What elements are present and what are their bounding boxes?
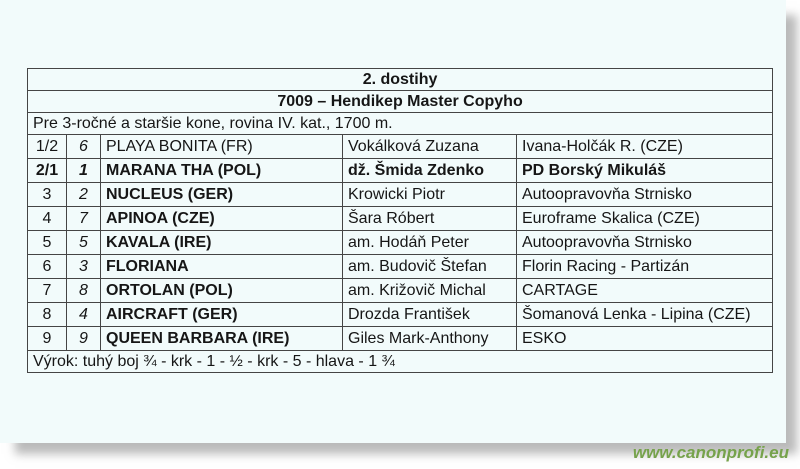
- owner-name: PD Borský Mikuláš: [515, 158, 774, 183]
- finish-position: 4: [27, 206, 67, 231]
- race-conditions: Pre 3-ročné a staršie kone, rovina IV. k…: [26, 112, 774, 135]
- horse-name: KAVALA (IRE): [100, 230, 343, 255]
- horse-name: ORTOLAN (POL): [100, 278, 343, 303]
- result-row: 3 2 NUCLEUS (GER) Krowicki Piotr Autoopravov…: [27, 182, 774, 207]
- jockey-name: dž. Šmida Zdenko: [342, 158, 517, 183]
- owner-name: Autoopravovňa Strnisko: [515, 182, 774, 207]
- finish-position: 9: [27, 326, 67, 351]
- result-row: 2/1 1 MARANA THA (POL) dž. Šmida Zdenko PD B…: [27, 158, 774, 183]
- owner-name: ESKO: [515, 326, 774, 351]
- start-number: 7: [66, 206, 101, 231]
- race-conditions-row: Pre 3-ročné a staršie kone, rovina IV. k…: [26, 112, 774, 135]
- jockey-name: Vokálková Zuzana: [342, 134, 517, 159]
- race-title: 2. dostihy: [26, 68, 774, 91]
- race-title-row: 2. dostihy: [26, 68, 774, 91]
- jockey-name: am. Budovič Štefan: [342, 254, 517, 279]
- result-row: 9 9 QUEEN BARBARA (IRE) Giles Mark-Anthony E…: [27, 326, 774, 351]
- horse-name: QUEEN BARBARA (IRE): [100, 326, 343, 351]
- result-row: 6 3 FLORIANA am. Budovič Štefan Florin Racin…: [27, 254, 774, 279]
- start-number: 2: [66, 182, 101, 207]
- jockey-name: Drozda František: [342, 302, 517, 327]
- owner-name: CARTAGE: [515, 278, 774, 303]
- jockey-name: Giles Mark-Anthony: [342, 326, 517, 351]
- result-row: 1/2 6 PLAYA BONITA (FR) Vokálková Zuzana Iva…: [27, 134, 774, 159]
- horse-name: MARANA THA (POL): [100, 158, 343, 183]
- race-subtitle: 7009 – Hendikep Master Copyho: [26, 90, 774, 113]
- owner-name: Euroframe Skalica (CZE): [515, 206, 774, 231]
- result-row: 8 4 AIRCRAFT (GER) Drozda František Šomanová…: [27, 302, 774, 327]
- start-number: 9: [66, 326, 101, 351]
- finish-position: 8: [27, 302, 67, 327]
- race-subtitle-row: 7009 – Hendikep Master Copyho: [26, 90, 774, 113]
- jockey-name: am. Hodáň Peter: [342, 230, 517, 255]
- race-verdict: Výrok: tuhý boj ¾ - krk - 1 - ½ - krk - …: [26, 350, 774, 373]
- horse-name: NUCLEUS (GER): [100, 182, 343, 207]
- horse-name: AIRCRAFT (GER): [100, 302, 343, 327]
- result-row: 4 7 APINOA (CZE) Šara Róbert Euroframe Skali…: [27, 206, 774, 231]
- horse-name: APINOA (CZE): [100, 206, 343, 231]
- finish-position: 6: [27, 254, 67, 279]
- start-number: 8: [66, 278, 101, 303]
- jockey-name: am. Križovič Michal: [342, 278, 517, 303]
- finish-position: 1/2: [27, 134, 67, 159]
- results-body: 1/2 6 PLAYA BONITA (FR) Vokálková Zuzana Iva…: [27, 134, 774, 351]
- finish-position: 5: [27, 230, 67, 255]
- start-number: 3: [66, 254, 101, 279]
- results-page: 2. dostihy 7009 – Hendikep Master Copyho…: [0, 0, 786, 443]
- horse-name: PLAYA BONITA (FR): [100, 134, 343, 159]
- jockey-name: Krowicki Piotr: [342, 182, 517, 207]
- result-row: 7 8 ORTOLAN (POL) am. Križovič Michal CARTAG…: [27, 278, 774, 303]
- owner-name: Šomanová Lenka - Lipina (CZE): [515, 302, 774, 327]
- start-number: 4: [66, 302, 101, 327]
- race-results-table: 2. dostihy 7009 – Hendikep Master Copyho…: [26, 68, 774, 373]
- start-number: 5: [66, 230, 101, 255]
- finish-position: 2/1: [27, 158, 67, 183]
- owner-name: Autoopravovňa Strnisko: [515, 230, 774, 255]
- horse-name: FLORIANA: [100, 254, 343, 279]
- race-verdict-row: Výrok: tuhý boj ¾ - krk - 1 - ½ - krk - …: [26, 350, 774, 373]
- website-link[interactable]: www.canonprofi.eu: [632, 443, 789, 462]
- jockey-name: Šara Róbert: [342, 206, 517, 231]
- result-row: 5 5 KAVALA (IRE) am. Hodáň Peter Autoopravov…: [27, 230, 774, 255]
- finish-position: 7: [27, 278, 67, 303]
- finish-position: 3: [27, 182, 67, 207]
- start-number: 1: [66, 158, 101, 183]
- owner-name: Florin Racing - Partizán: [515, 254, 774, 279]
- owner-name: Ivana-Holčák R. (CZE): [515, 134, 774, 159]
- start-number: 6: [66, 134, 101, 159]
